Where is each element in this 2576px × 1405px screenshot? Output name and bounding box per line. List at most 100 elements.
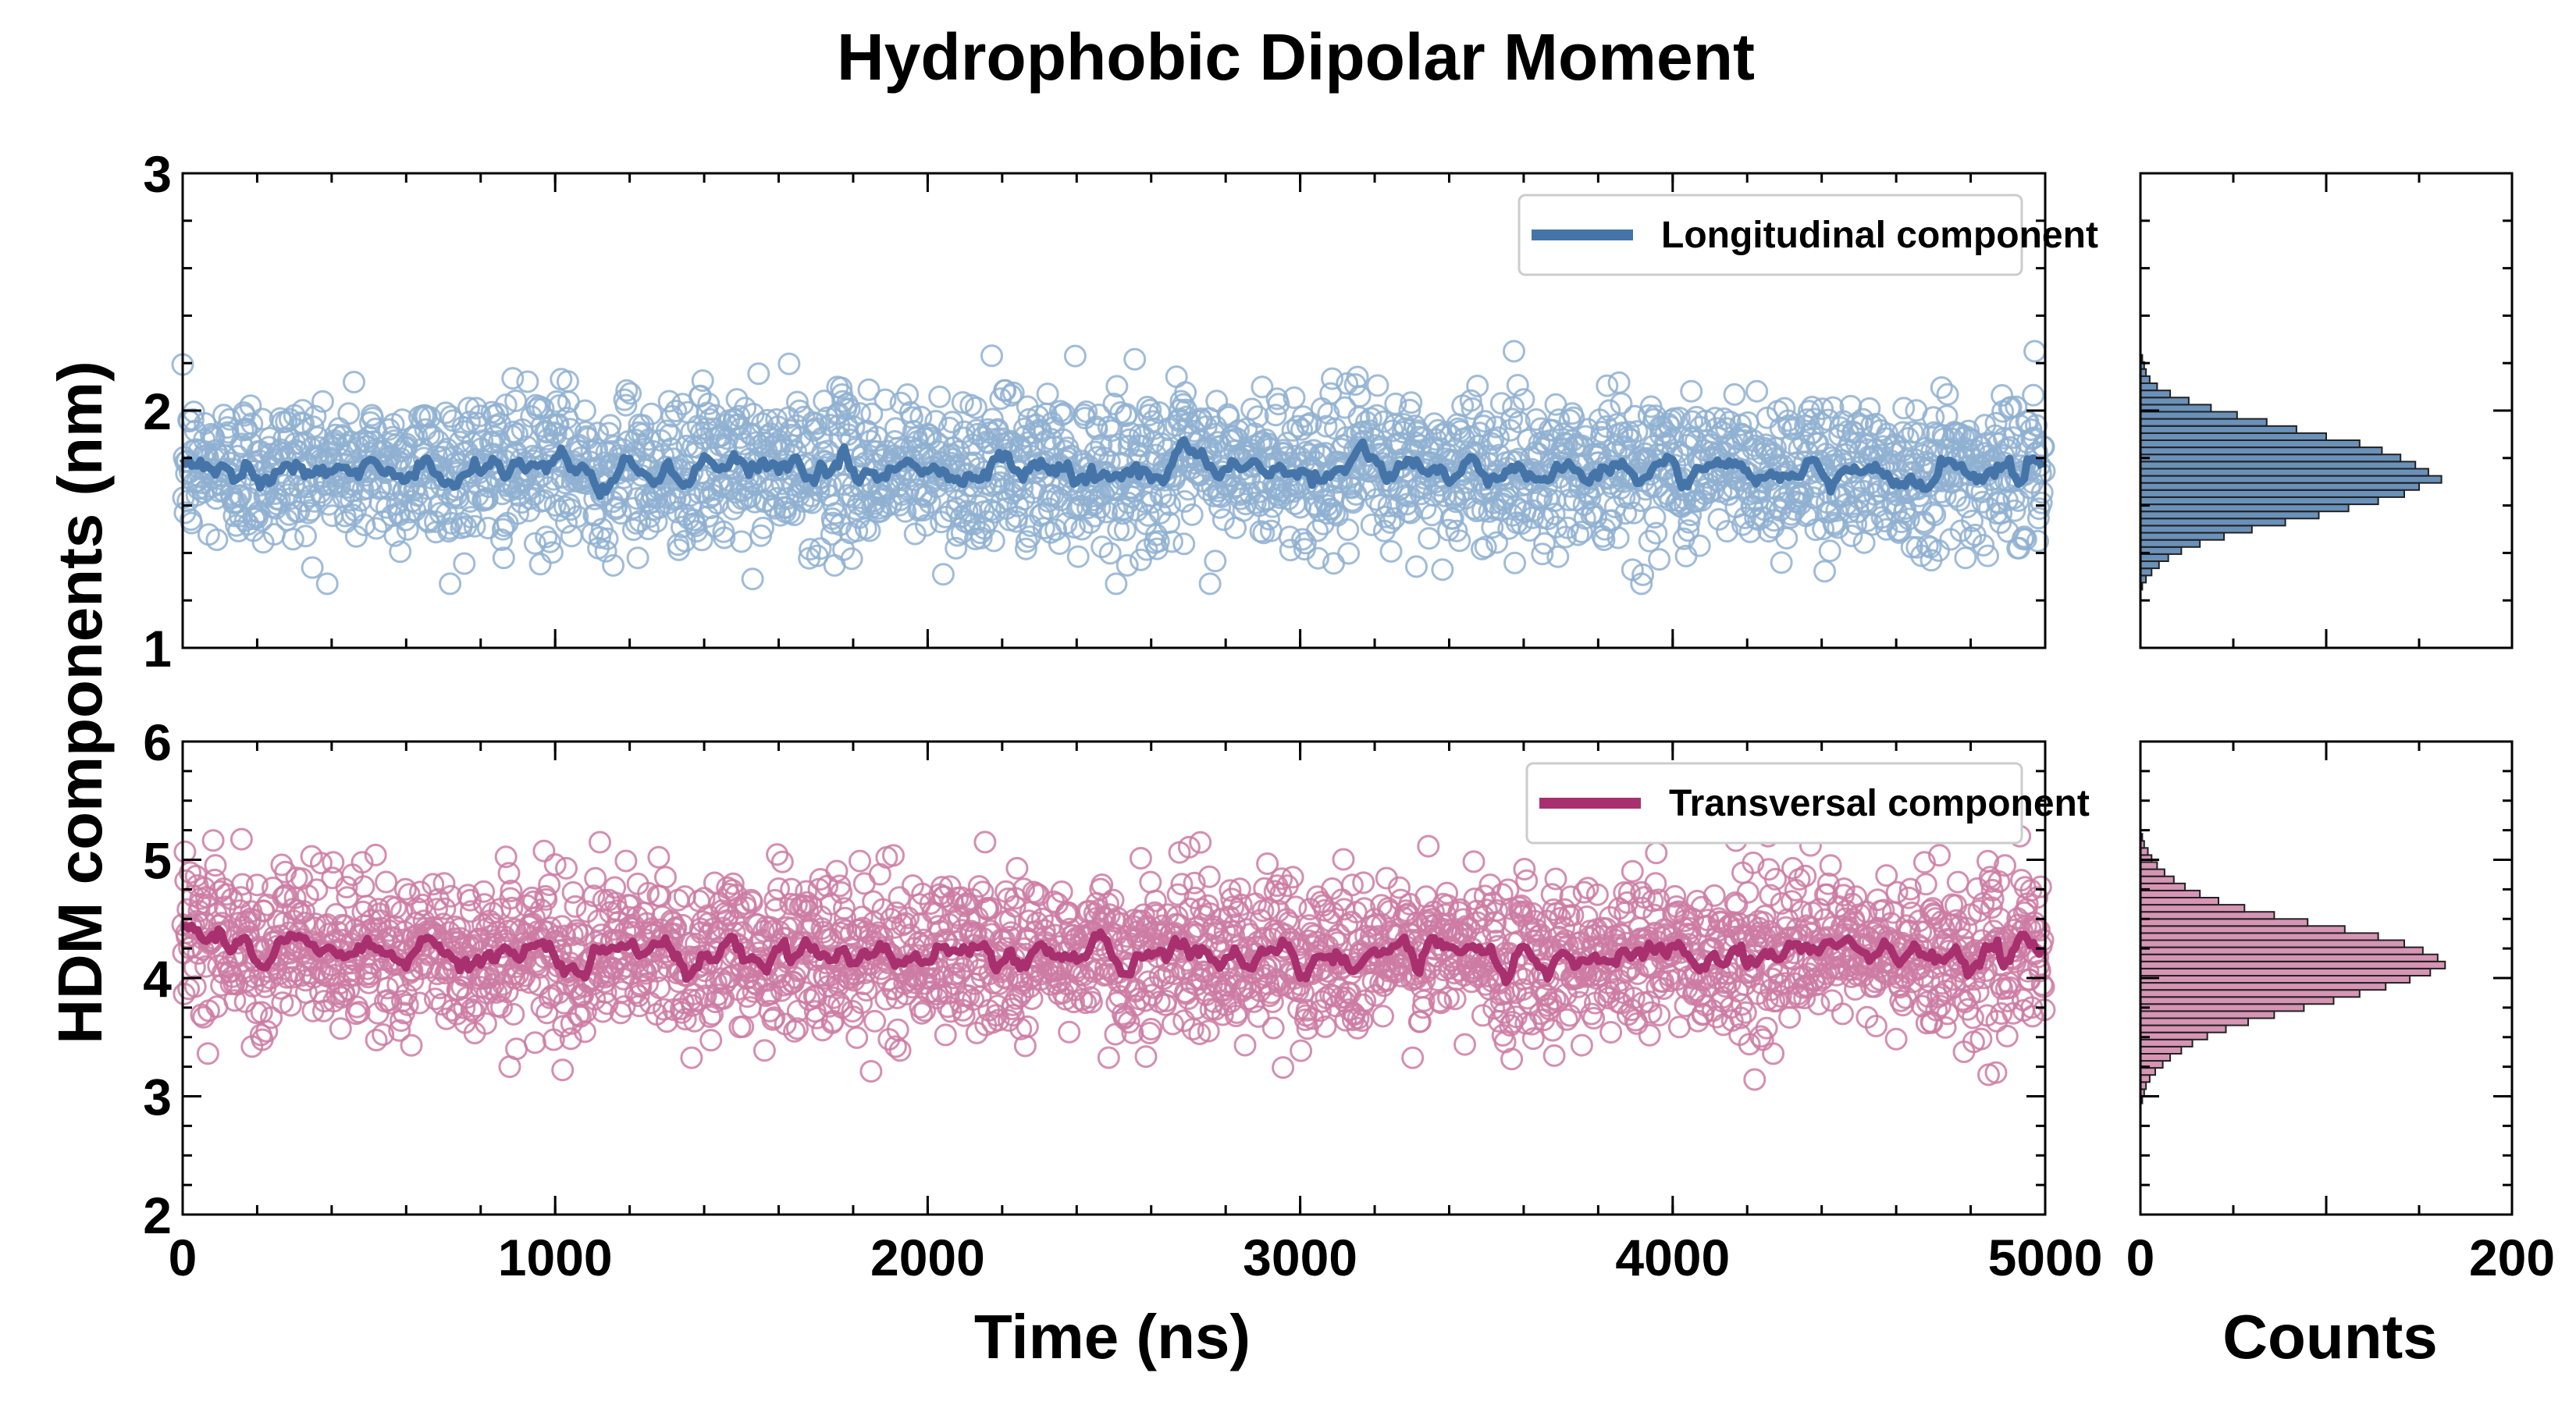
longitudinal-point	[913, 427, 936, 450]
longitudinal-point	[1208, 496, 1231, 519]
transversal-point	[543, 853, 567, 877]
longitudinal-point	[725, 388, 749, 411]
transversal-point	[934, 1023, 957, 1047]
longitudinal-point	[1123, 347, 1147, 371]
longitudinal-point	[752, 516, 774, 539]
longitudinal-point	[982, 529, 1005, 553]
longitudinal-point	[599, 414, 622, 437]
transversal-point	[653, 998, 675, 1021]
transversal-point	[335, 876, 358, 898]
longitudinal-point	[1036, 382, 1059, 406]
transversal-point	[722, 909, 745, 933]
longitudinal-point	[1348, 385, 1372, 408]
transversal-point	[785, 1017, 809, 1040]
longitudinal-point	[919, 426, 942, 450]
longitudinal-point	[615, 379, 639, 402]
longitudinal-point	[1856, 438, 1880, 461]
longitudinal-point	[912, 499, 935, 522]
transversal-point	[931, 966, 954, 988]
longitudinal-point	[1098, 542, 1122, 565]
longitudinal-point	[239, 394, 262, 418]
transversal-point	[347, 1001, 371, 1024]
transversal-point	[551, 1058, 575, 1082]
longitudinal-point	[1297, 443, 1321, 466]
longitudinal-point	[1473, 410, 1496, 433]
longitudinal-point	[1802, 486, 1825, 510]
x-axis-title-counts: Counts	[2222, 1302, 2438, 1371]
longitudinal-point	[2030, 491, 2053, 514]
longitudinal-point	[301, 556, 324, 579]
longitudinal-point	[1251, 375, 1274, 399]
longitudinal-point	[645, 510, 668, 533]
longitudinal-running-average-line	[179, 436, 2046, 500]
longitudinal-point	[658, 423, 681, 446]
transversal-point	[845, 1026, 869, 1049]
longitudinal-point	[1360, 513, 1383, 536]
longitudinal-point	[1745, 379, 1769, 403]
longitudinal-point	[602, 553, 625, 577]
longitudinal-point	[691, 369, 714, 393]
transversal-point	[183, 975, 207, 998]
longitudinal-point	[788, 399, 811, 422]
transversal-point	[654, 866, 677, 889]
transversal-point	[699, 1029, 723, 1052]
longitudinal-point	[1320, 497, 1343, 521]
longitudinal-point	[1840, 525, 1863, 547]
longitudinal-point	[523, 532, 546, 555]
longitudinal-point	[439, 572, 462, 596]
longitudinal-point	[1113, 518, 1137, 542]
transversal-point	[859, 1060, 883, 1083]
longitudinal-point	[1097, 415, 1120, 439]
longitudinal-point	[964, 396, 987, 419]
transversal-point	[365, 1029, 388, 1051]
transversal-point	[680, 1046, 703, 1069]
transversal-point	[753, 958, 777, 981]
longitudinal-point	[507, 502, 529, 525]
transversal-point	[796, 899, 820, 923]
longitudinal-point	[1264, 404, 1287, 427]
longitudinal-point	[391, 408, 414, 432]
longitudinal-point	[840, 547, 863, 571]
longitudinal-point	[2030, 481, 2054, 504]
longitudinal-point	[1115, 553, 1139, 577]
transversal-point	[220, 887, 244, 911]
longitudinal-point	[845, 519, 869, 542]
longitudinal-point	[1606, 526, 1630, 550]
longitudinal-point	[1234, 493, 1258, 516]
longitudinal-point	[1921, 501, 1944, 525]
transversal-point	[910, 1001, 934, 1025]
longitudinal-point	[1541, 418, 1564, 442]
longitudinal-point	[1244, 491, 1267, 514]
longitudinal-point	[619, 382, 642, 405]
longitudinal-point	[516, 370, 539, 393]
transversal-point	[761, 1008, 785, 1031]
longitudinal-point	[1205, 389, 1229, 413]
longitudinal-point	[1471, 537, 1493, 560]
longitudinal-point	[530, 414, 553, 438]
longitudinal-point	[1399, 501, 1422, 525]
longitudinal-point	[1930, 376, 1953, 399]
transversal-point	[1080, 991, 1103, 1014]
longitudinal-point	[559, 498, 582, 521]
longitudinal-point	[1827, 516, 1850, 539]
longitudinal-point	[1823, 514, 1846, 537]
longitudinal-point	[400, 489, 424, 513]
longitudinal-point	[1512, 388, 1535, 411]
transversal-point	[260, 1006, 283, 1030]
transversal-point	[490, 995, 513, 1019]
longitudinal-point	[1845, 512, 1868, 535]
transversal-point	[535, 1001, 559, 1025]
longitudinal-frame	[181, 172, 2047, 649]
longitudinal-point	[924, 410, 948, 433]
longitudinal-point	[584, 503, 607, 527]
longitudinal-point	[728, 426, 752, 450]
transversal-point	[411, 893, 434, 916]
transversal-point	[753, 1039, 776, 1062]
transversal-point	[173, 982, 196, 1005]
transversal-point	[305, 878, 329, 902]
transversal-point	[223, 989, 247, 1012]
longitudinal-point	[1398, 398, 1421, 422]
longitudinal-point	[1875, 518, 1898, 541]
longitudinal-point	[518, 487, 542, 510]
